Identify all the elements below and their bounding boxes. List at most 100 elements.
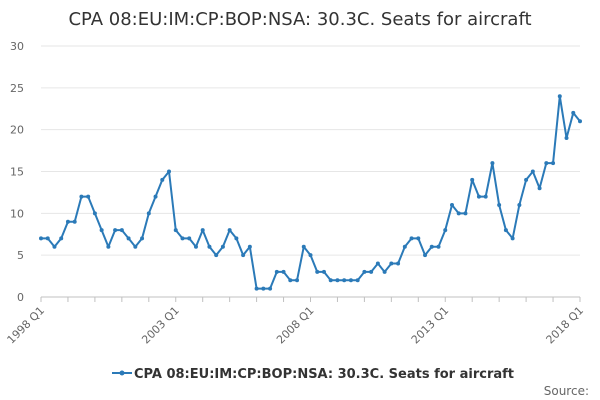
data-point xyxy=(214,253,219,258)
data-point xyxy=(476,194,481,199)
y-tick-label: 5 xyxy=(17,249,24,262)
y-axis: 0 5 10 15 20 25 30 xyxy=(10,40,24,304)
data-point xyxy=(456,211,461,216)
data-point xyxy=(126,236,131,241)
data-point xyxy=(193,244,198,249)
x-tick-label: 2003 Q1 xyxy=(139,304,182,347)
x-tick-label: 1998 Q1 xyxy=(5,304,48,347)
data-point xyxy=(503,228,508,233)
data-point xyxy=(52,244,57,249)
data-point xyxy=(99,228,104,233)
data-point xyxy=(382,269,387,274)
x-axis: 1998 Q1 2003 Q1 2008 Q1 2013 Q1 2018 Q1 xyxy=(5,296,587,347)
data-point xyxy=(510,236,515,241)
data-point xyxy=(483,194,488,199)
data-point xyxy=(274,269,279,274)
data-point xyxy=(247,244,252,249)
data-point xyxy=(140,236,145,241)
data-point xyxy=(369,269,374,274)
data-point xyxy=(268,286,273,291)
data-point xyxy=(470,177,475,182)
data-point xyxy=(551,161,556,166)
y-tick-label: 25 xyxy=(10,82,24,95)
data-point xyxy=(281,269,286,274)
data-point xyxy=(72,219,77,224)
x-tick-label: 2013 Q1 xyxy=(409,304,452,347)
series-layer xyxy=(39,94,582,291)
data-point xyxy=(153,194,158,199)
series-line xyxy=(41,95,581,290)
data-point xyxy=(133,244,138,249)
data-point xyxy=(173,228,178,233)
gridlines xyxy=(41,45,580,256)
x-tick-label: 2008 Q1 xyxy=(274,304,317,347)
data-point xyxy=(113,228,118,233)
data-point xyxy=(497,202,502,207)
data-point xyxy=(375,261,380,266)
chart-title: CPA 08:EU:IM:CP:BOP:NSA: 30.3C. Seats fo… xyxy=(68,9,531,30)
data-point xyxy=(106,244,111,249)
data-point xyxy=(180,236,185,241)
source-label: Source: xyxy=(544,384,589,398)
data-point xyxy=(45,236,50,241)
data-point xyxy=(86,194,91,199)
data-point xyxy=(537,186,542,191)
data-point xyxy=(315,269,320,274)
data-point xyxy=(65,219,70,224)
legend-marker xyxy=(119,370,125,376)
data-point xyxy=(463,211,468,216)
legend-label: CPA 08:EU:IM:CP:BOP:NSA: 30.3C. Seats fo… xyxy=(134,367,514,382)
data-point xyxy=(530,169,535,174)
data-point xyxy=(389,261,394,266)
x-tick-label: 2018 Q1 xyxy=(544,304,587,347)
data-point xyxy=(207,244,212,249)
data-point xyxy=(490,161,495,166)
data-point xyxy=(402,244,407,249)
data-point xyxy=(39,236,43,241)
data-point xyxy=(295,278,300,283)
data-point xyxy=(321,269,326,274)
data-point xyxy=(59,236,64,241)
data-point xyxy=(200,228,205,233)
data-point xyxy=(416,236,421,241)
data-point xyxy=(396,261,401,266)
data-point xyxy=(557,94,562,99)
data-point xyxy=(429,244,434,249)
data-point xyxy=(443,228,448,233)
data-point xyxy=(348,278,353,283)
legend[interactable]: CPA 08:EU:IM:CP:BOP:NSA: 30.3C. Seats fo… xyxy=(112,367,514,382)
data-point xyxy=(355,278,360,283)
data-point xyxy=(517,202,522,207)
data-point xyxy=(409,236,414,241)
data-point xyxy=(234,236,239,241)
data-point xyxy=(167,169,172,174)
data-point xyxy=(227,228,232,233)
data-point xyxy=(288,278,293,283)
data-point xyxy=(187,236,192,241)
data-point xyxy=(578,119,582,124)
y-tick-label: 0 xyxy=(17,291,24,304)
data-point xyxy=(571,110,576,115)
data-point xyxy=(449,202,454,207)
data-point xyxy=(342,278,347,283)
data-point xyxy=(261,286,266,291)
data-point xyxy=(335,278,340,283)
y-tick-label: 15 xyxy=(10,166,24,179)
y-tick-label: 30 xyxy=(10,40,24,53)
data-point xyxy=(146,211,151,216)
data-point xyxy=(423,253,428,258)
data-point xyxy=(524,177,529,182)
data-point xyxy=(241,253,246,258)
data-point xyxy=(308,253,313,258)
data-point xyxy=(564,136,569,141)
data-point xyxy=(92,211,97,216)
data-point xyxy=(220,244,225,249)
data-point xyxy=(328,278,333,283)
data-point xyxy=(436,244,441,249)
data-point xyxy=(119,228,124,233)
y-tick-label: 10 xyxy=(10,207,24,220)
data-point xyxy=(79,194,84,199)
y-tick-label: 20 xyxy=(10,124,24,137)
data-point xyxy=(362,269,367,274)
